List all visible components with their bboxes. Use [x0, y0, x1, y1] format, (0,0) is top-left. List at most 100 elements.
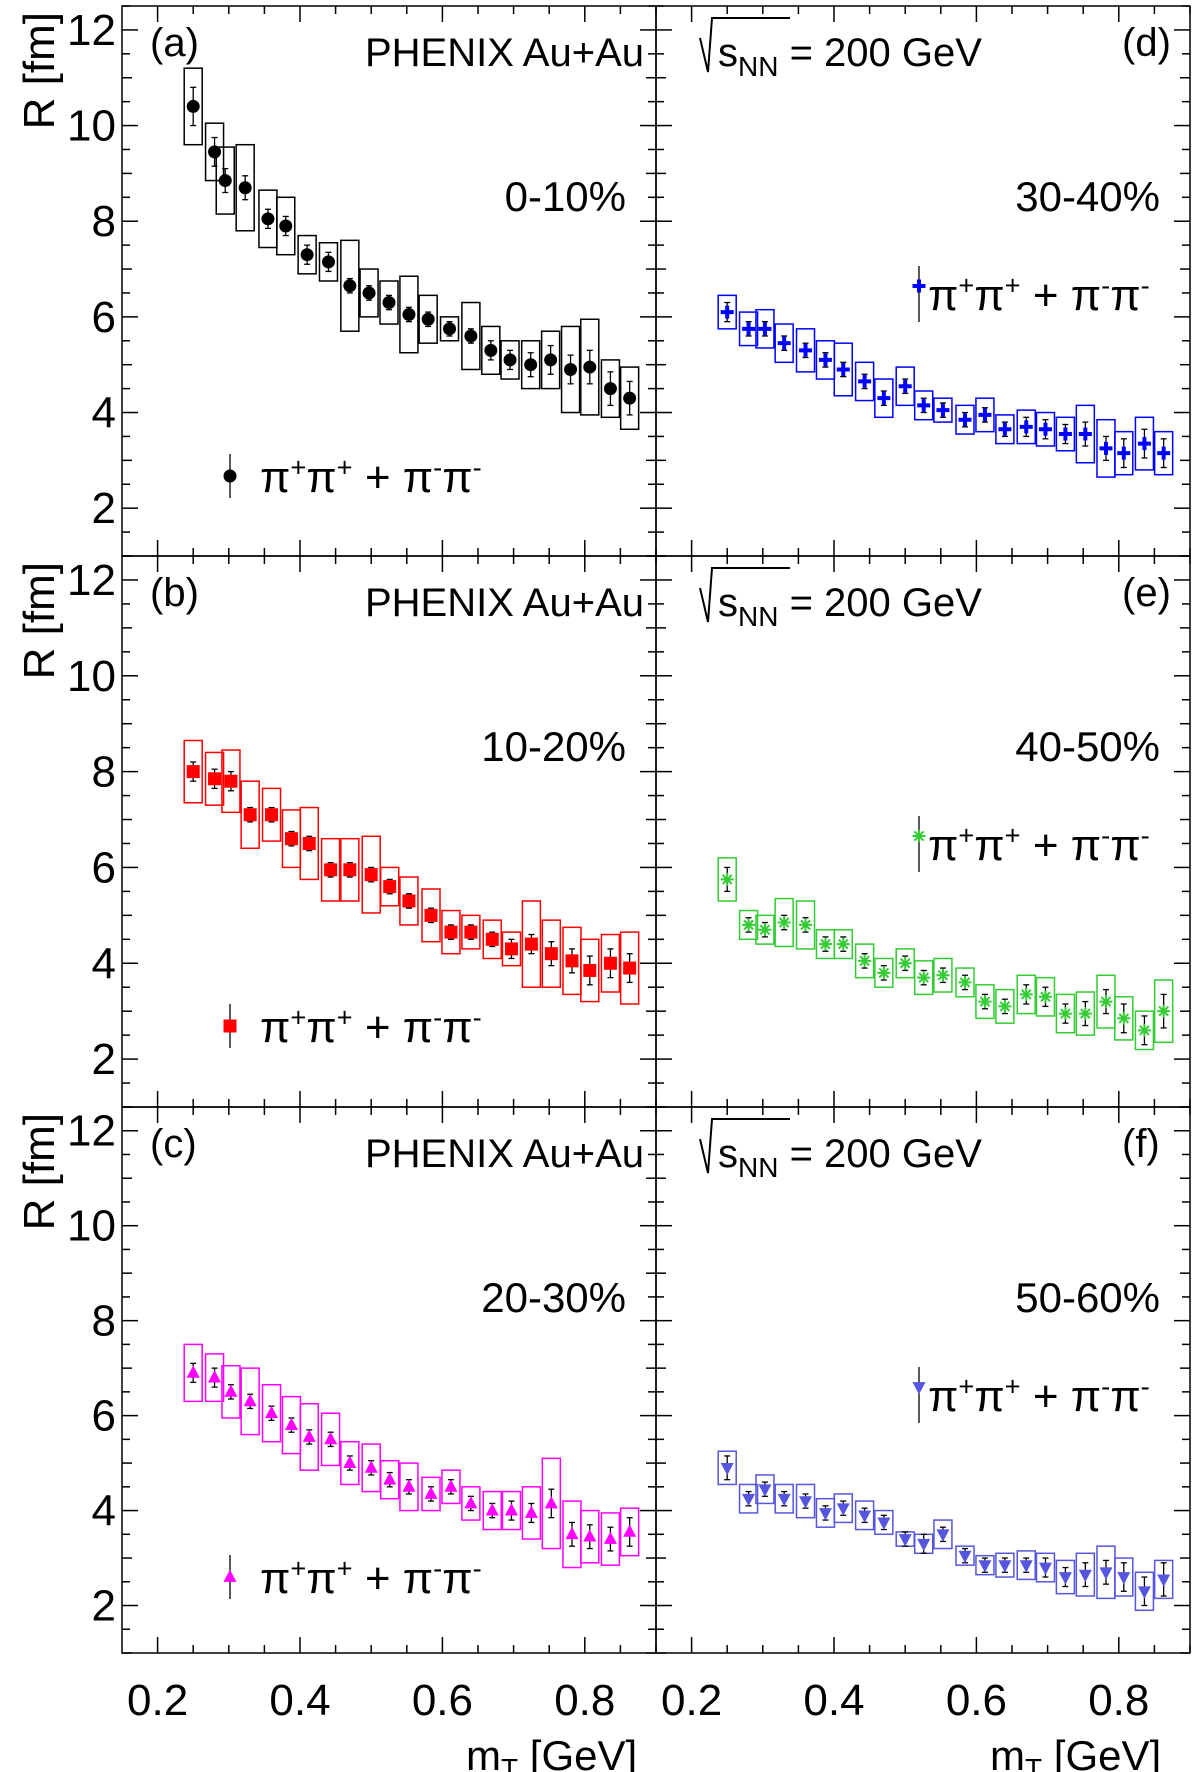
legend-pi: π — [928, 271, 958, 320]
data-point — [936, 968, 950, 982]
legend-pi: π — [306, 1003, 336, 1052]
legend-sup: + — [337, 1002, 353, 1033]
experiment-label: PHENIX Au+Au — [365, 581, 644, 625]
data-point — [364, 1460, 378, 1473]
sys-box — [874, 957, 894, 988]
data-point — [1038, 1562, 1052, 1576]
sys-box — [540, 330, 561, 390]
sys-box — [340, 239, 360, 332]
data-point — [1078, 1007, 1092, 1021]
sys-box — [874, 1509, 894, 1536]
data-point — [623, 1524, 637, 1537]
sys-box — [340, 1440, 360, 1486]
data-point — [224, 774, 238, 788]
data-point — [877, 966, 891, 980]
sys-box — [955, 1545, 975, 1566]
data-point — [720, 305, 734, 319]
energy-s: s — [718, 31, 738, 75]
data-point — [324, 1431, 338, 1445]
sys-box — [501, 1490, 522, 1531]
data-point — [818, 937, 832, 951]
data-point — [858, 954, 872, 968]
sys-box — [541, 1457, 562, 1550]
sys-box — [541, 919, 562, 988]
data-point — [1137, 1586, 1151, 1599]
data-point — [799, 1496, 813, 1509]
data-point — [583, 963, 597, 977]
sys-box — [399, 876, 419, 926]
data-point — [279, 219, 293, 233]
data-point — [603, 1531, 617, 1544]
legend-sup: - — [1141, 820, 1150, 851]
data-point — [565, 1526, 579, 1540]
data-point — [524, 937, 538, 951]
sqrt-sign — [699, 17, 790, 73]
panel-b: 2 4 6 8 10 12R [fm] (b) PHENIX Au+Au 10-20% π+π+ … — [15, 555, 657, 1108]
sys-box — [299, 806, 320, 881]
legend-marker — [912, 829, 926, 843]
legend-pi: π — [1110, 821, 1140, 870]
data-point — [504, 942, 518, 956]
data-point — [321, 255, 335, 269]
x-tick-label: 0.2 — [661, 1676, 722, 1725]
panel-frame — [655, 1106, 1191, 1654]
legend-pi: π — [403, 1003, 433, 1052]
data-point — [978, 408, 992, 422]
y-tick-label: 2 — [92, 1035, 116, 1084]
centrality-label: 50-60% — [1015, 1274, 1160, 1321]
legend-pi: π — [306, 453, 336, 502]
data-point — [1157, 446, 1171, 460]
data-point — [444, 925, 458, 939]
data-point — [343, 279, 357, 293]
data-point — [799, 918, 813, 932]
data-point — [836, 362, 850, 376]
sys-box — [439, 316, 460, 342]
sys-box — [481, 325, 501, 376]
data-point — [998, 999, 1012, 1013]
sys-box — [795, 900, 816, 950]
data-point — [978, 1560, 992, 1573]
sys-box — [995, 988, 1015, 1024]
data-point — [583, 360, 597, 374]
data-point — [265, 1405, 279, 1419]
data-point — [1078, 1569, 1092, 1583]
data-point — [208, 772, 222, 786]
panel-label: (a) — [150, 21, 199, 65]
data-point — [1137, 1023, 1151, 1037]
x-tick-label: 0.8 — [554, 1676, 615, 1725]
legend-sup: - — [473, 1002, 482, 1033]
sys-box — [774, 897, 794, 948]
legend-sup: - — [433, 1553, 442, 1584]
y-axis-title: R [fm] — [15, 1113, 64, 1230]
sys-box — [1055, 416, 1076, 452]
data-point — [484, 343, 498, 357]
data-point — [424, 1486, 438, 1499]
sys-box — [1153, 979, 1174, 1044]
sys-box — [1055, 1559, 1076, 1595]
sys-box — [975, 397, 995, 433]
data-point — [1157, 1004, 1171, 1018]
sys-box — [297, 234, 317, 275]
data-point — [1099, 1567, 1113, 1580]
svg-text:mT [GeV]: mT [GeV] — [990, 1732, 1161, 1772]
data-point — [1117, 1011, 1131, 1025]
data-point — [504, 1503, 518, 1516]
sys-box — [1055, 993, 1076, 1034]
energy-label: sNN = 200 GeV — [718, 581, 982, 632]
data-point — [936, 1529, 950, 1542]
sys-box — [461, 914, 481, 950]
experiment-label: PHENIX Au+Au — [365, 1132, 644, 1176]
sys-box — [774, 323, 794, 364]
data-point — [742, 1493, 756, 1507]
panel-c: 2 4 6 8 10 12R [fm] 0.2 0.4 0.6 0.8 (c) PHENIX Au+A… — [15, 1106, 657, 1725]
data-point — [1058, 1572, 1072, 1585]
sys-box — [261, 787, 282, 842]
sys-box — [1134, 1571, 1155, 1612]
legend-sup: + — [958, 1371, 974, 1402]
x-axis-title-unit: [GeV] — [518, 1732, 637, 1772]
sys-box — [833, 1493, 854, 1524]
sys-box — [600, 933, 621, 993]
sys-box — [482, 919, 502, 960]
data-point — [898, 379, 912, 393]
